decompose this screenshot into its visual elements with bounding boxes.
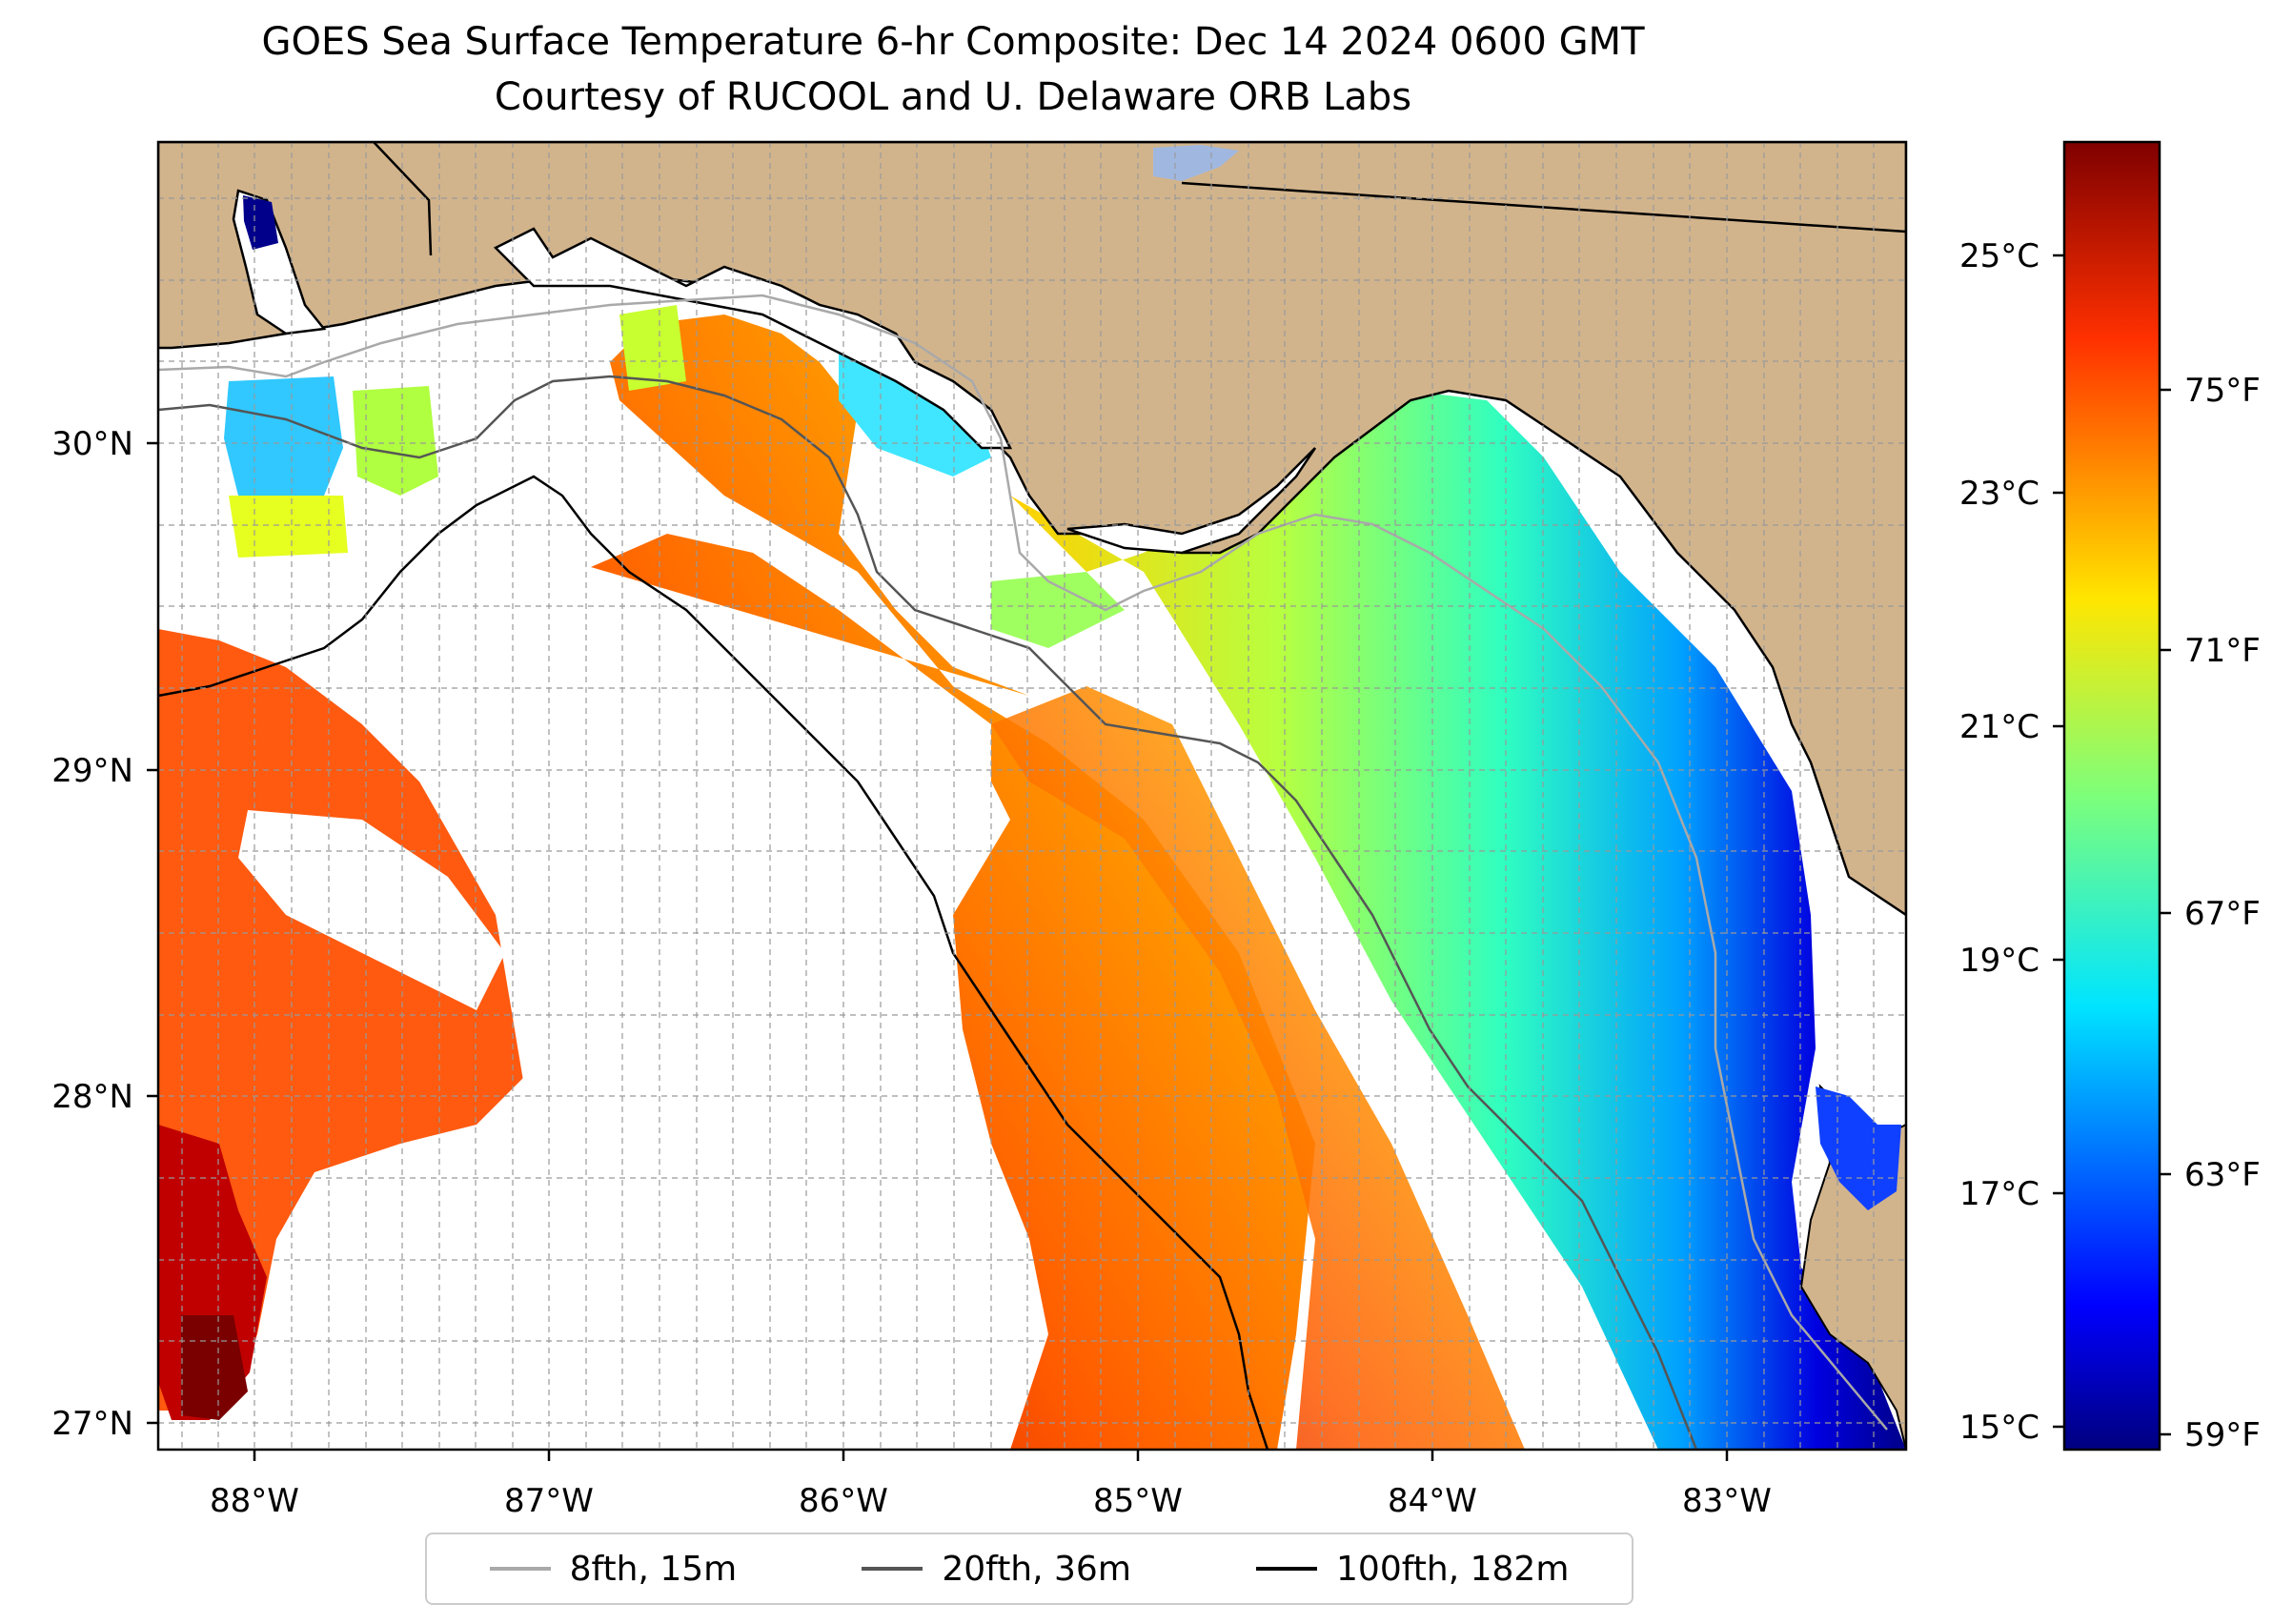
colorbar-fahrenheit-label: 67°F [2184,895,2261,933]
legend-line-8fth [489,1567,551,1571]
legend-entry-8fth: 8fth, 15m [489,1549,738,1589]
lon-tick-label: 83°W [1682,1482,1772,1520]
sst-hottest-spot [181,1315,248,1420]
sst-nw-yellow [229,496,348,558]
isobath-100fth [158,475,1269,1450]
lat-tick-label: 27°N [51,1405,133,1443]
colorbar-celsius-label: 25°C [1959,237,2039,275]
colorbar-fahrenheit-ticks [2160,388,2171,1436]
legend-line-100fth [1256,1567,1318,1571]
colorbar-fahrenheit-label: 59°F [2184,1416,2261,1454]
cloud-gap-west [238,810,505,1010]
legend-label: 8fth, 15m [569,1549,738,1589]
isobath-8fth [158,294,1888,1431]
lon-tick-label: 88°W [210,1482,299,1520]
colorbar-celsius-label: 17°C [1959,1175,2039,1213]
legend-entry-100fth: 100fth, 182m [1256,1550,1569,1589]
lon-tick-label: 85°W [1093,1482,1183,1520]
sst-shelf [1010,391,1906,1450]
legend-label: 100fth, 182m [1336,1549,1570,1589]
sst-mid-strip [991,686,1525,1450]
sst-coast-green [991,572,1125,648]
mobile-bay-sst [243,195,278,250]
colorbar-fahrenheit-label: 63°F [2184,1156,2261,1194]
colorbar-fahrenheit-label: 75°F [2184,372,2261,410]
map-subtitle: Courtesy of RUCOOL and U. Delaware ORB L… [494,75,1412,119]
big-bend-coast [1066,447,1317,555]
map-title: GOES Sea Surface Temperature 6-hr Compos… [261,20,1645,64]
sst-warm-central [591,315,1315,1450]
sst-nw-green [353,386,438,496]
colorbar-celsius-ticks [2053,254,2064,1429]
gridlines [158,142,1906,1450]
lon-tick-label: 86°W [799,1482,888,1520]
state-boundary-west [373,142,433,256]
lat-tick-label: 30°N [51,425,133,463]
colorbar-fahrenheit-label: 71°F [2184,632,2261,670]
colorbar-celsius-label: 19°C [1959,942,2039,980]
isobath-20fth [158,375,1698,1450]
isobath-legend: 8fth, 15m 20fth, 36m 100fth, 182m [425,1533,1634,1605]
lat-tick-label: 29°N [51,752,133,790]
map-frame [156,140,1908,1451]
legend-label: 20fth, 36m [942,1549,1131,1589]
colorbar-celsius-label: 15°C [1959,1409,2039,1447]
lat-tick-label: 28°N [51,1078,133,1116]
map-panel [158,142,1906,1450]
lon-tick-label: 84°W [1388,1482,1477,1520]
colorbar [2062,140,2161,1451]
colorbar-celsius-label: 23°C [1959,475,2039,513]
legend-line-20fth [862,1567,923,1571]
coastal-bays [493,227,1013,450]
map-tick-marks [147,441,1729,1461]
lon-tick-label: 87°W [504,1482,594,1520]
colorbar-celsius-label: 21°C [1959,708,2039,746]
legend-entry-20fth: 20fth, 36m [862,1550,1131,1589]
sst-north-green [619,305,686,391]
sst-nw-patch [224,376,343,496]
state-boundary [1181,181,1906,233]
